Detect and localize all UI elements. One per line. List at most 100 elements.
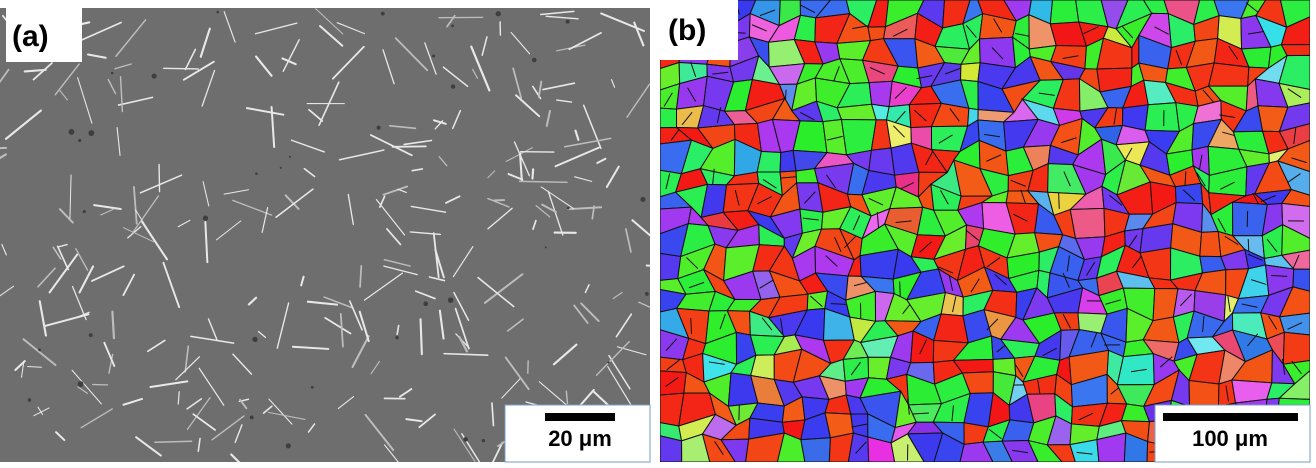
precipitate — [22, 338, 57, 367]
pit — [151, 73, 157, 79]
pit — [450, 84, 456, 89]
pit — [376, 125, 381, 130]
precipitate — [386, 228, 402, 246]
overlays: (a) (b) 20 μm 100 μm — [6, 0, 1311, 463]
grain — [940, 291, 964, 317]
precipitate — [445, 195, 461, 204]
precipitate — [48, 253, 79, 294]
precipitate — [202, 181, 210, 207]
scale-bar — [545, 413, 615, 421]
grain — [960, 62, 981, 83]
precipitate — [184, 345, 190, 373]
grain — [1069, 207, 1106, 239]
grain — [1282, 331, 1310, 365]
twin-boundary — [894, 87, 907, 99]
twin-boundary — [687, 87, 697, 102]
grain — [1231, 201, 1268, 237]
grain — [840, 118, 877, 156]
pit — [423, 301, 429, 307]
grain — [1069, 439, 1100, 462]
precipitate — [77, 386, 88, 394]
twin-boundary — [800, 4, 816, 14]
precipitate — [190, 335, 235, 344]
precipitate — [453, 428, 476, 462]
twin-boundary — [1293, 128, 1297, 145]
precipitate — [348, 300, 363, 331]
precipitate — [247, 296, 258, 306]
twin-boundary — [681, 112, 693, 126]
twin-boundary — [663, 92, 673, 107]
precipitate — [638, 301, 650, 309]
precipitate — [382, 185, 409, 196]
precipitate — [77, 77, 93, 124]
precipitate — [324, 317, 352, 335]
twin-boundary — [1121, 25, 1134, 39]
precipitate — [14, 360, 26, 372]
twin-boundary — [1217, 217, 1227, 233]
twin-boundary — [1175, 49, 1183, 66]
precipitate — [501, 378, 521, 399]
precipitate — [38, 300, 47, 337]
grain — [660, 107, 678, 129]
twin-boundary — [994, 274, 1007, 286]
twin-boundary — [1058, 192, 1060, 209]
precipitate — [383, 444, 399, 462]
precipitate — [300, 275, 305, 287]
twin-boundary — [734, 189, 740, 206]
precipitate — [211, 415, 245, 441]
precipitate — [545, 15, 579, 20]
twin-boundary — [851, 423, 868, 428]
twin-boundary — [1219, 114, 1236, 119]
panel-label: (a) — [12, 20, 49, 53]
twin-boundary — [892, 28, 908, 37]
twin-boundary — [948, 275, 954, 291]
precipitate — [93, 204, 122, 211]
precipitate — [615, 313, 633, 338]
precipitate — [363, 272, 404, 301]
grain — [868, 80, 893, 108]
precipitate — [584, 283, 590, 294]
precipitate — [52, 246, 62, 260]
precipitate — [453, 291, 470, 321]
twin-boundary — [952, 296, 957, 313]
precipitate — [254, 22, 298, 35]
precipitate — [612, 291, 623, 300]
pit — [432, 54, 436, 58]
precipitate — [518, 180, 568, 184]
pit — [644, 291, 649, 296]
twin-boundary — [1292, 254, 1300, 270]
twin-boundary — [1202, 89, 1214, 103]
grain — [800, 437, 831, 462]
twin-boundary — [850, 361, 861, 376]
pit — [544, 246, 547, 249]
twin-boundary — [916, 75, 933, 80]
precipitate — [414, 290, 436, 300]
twin-boundary — [757, 196, 772, 205]
precipitate — [443, 352, 489, 356]
twin-boundary — [780, 176, 797, 179]
grain — [1049, 0, 1080, 25]
twin-boundary — [1085, 261, 1096, 276]
precipitate — [57, 243, 68, 248]
grain — [660, 370, 687, 396]
sem-background — [0, 8, 650, 462]
pit — [88, 333, 93, 338]
twin-boundary — [1013, 213, 1028, 222]
grain — [1280, 16, 1310, 46]
precipitate — [234, 424, 243, 444]
twin-boundary — [1224, 235, 1239, 246]
precipitate — [369, 134, 413, 157]
twin-boundary — [1291, 157, 1307, 164]
precipitate — [69, 174, 72, 220]
precipitate — [481, 36, 488, 56]
precipitate — [605, 165, 620, 189]
precipitate — [184, 48, 197, 71]
twin-boundary — [895, 220, 912, 223]
panel-label: (b) — [668, 14, 706, 47]
twin-boundary — [1066, 255, 1070, 272]
precipitate — [291, 345, 330, 350]
precipitate — [541, 203, 557, 213]
twin-boundary — [944, 67, 961, 75]
grain — [1279, 0, 1310, 28]
precipitate — [507, 173, 524, 181]
